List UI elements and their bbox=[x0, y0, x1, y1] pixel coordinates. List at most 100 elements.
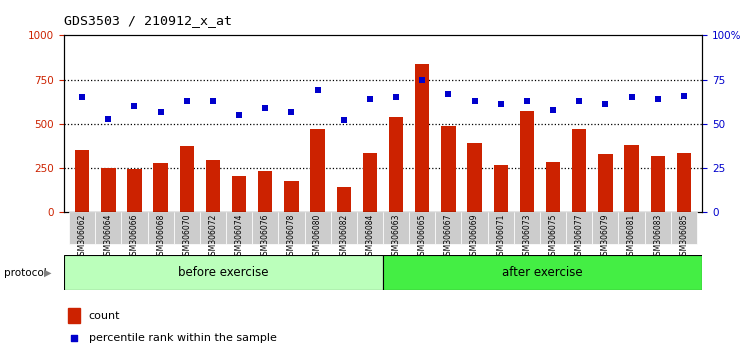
Bar bbox=[677, 153, 691, 212]
FancyBboxPatch shape bbox=[436, 212, 462, 244]
Bar bbox=[493, 165, 508, 212]
Bar bbox=[520, 110, 534, 212]
FancyBboxPatch shape bbox=[409, 212, 436, 244]
Point bbox=[207, 98, 219, 104]
Point bbox=[678, 93, 690, 98]
Text: GSM306079: GSM306079 bbox=[601, 214, 610, 261]
FancyBboxPatch shape bbox=[122, 212, 147, 244]
FancyBboxPatch shape bbox=[304, 212, 330, 244]
Text: ▶: ▶ bbox=[44, 268, 51, 278]
Bar bbox=[336, 187, 351, 212]
FancyBboxPatch shape bbox=[279, 212, 304, 244]
Point bbox=[338, 118, 350, 123]
Point bbox=[312, 87, 324, 93]
FancyBboxPatch shape bbox=[252, 212, 279, 244]
FancyBboxPatch shape bbox=[226, 212, 252, 244]
Text: GSM306071: GSM306071 bbox=[496, 214, 505, 261]
Text: before exercise: before exercise bbox=[178, 266, 269, 279]
Bar bbox=[179, 146, 194, 212]
Text: GSM306073: GSM306073 bbox=[523, 214, 532, 261]
Text: GSM306069: GSM306069 bbox=[470, 214, 479, 261]
Text: GSM306080: GSM306080 bbox=[313, 214, 322, 261]
Bar bbox=[363, 153, 377, 212]
Point bbox=[364, 96, 376, 102]
Text: GSM306074: GSM306074 bbox=[234, 214, 243, 261]
Text: GSM306085: GSM306085 bbox=[680, 214, 689, 261]
Text: GSM306081: GSM306081 bbox=[627, 214, 636, 260]
Text: GDS3503 / 210912_x_at: GDS3503 / 210912_x_at bbox=[64, 14, 232, 27]
Bar bbox=[101, 168, 116, 212]
FancyBboxPatch shape bbox=[95, 212, 122, 244]
Point bbox=[102, 116, 114, 121]
Point bbox=[155, 109, 167, 114]
Point bbox=[181, 98, 193, 104]
Text: GSM306078: GSM306078 bbox=[287, 214, 296, 261]
FancyBboxPatch shape bbox=[383, 255, 702, 290]
FancyBboxPatch shape bbox=[147, 212, 173, 244]
FancyBboxPatch shape bbox=[200, 212, 226, 244]
Bar bbox=[75, 150, 89, 212]
Bar bbox=[624, 145, 639, 212]
Text: GSM306072: GSM306072 bbox=[209, 214, 218, 261]
Point bbox=[521, 98, 533, 104]
Text: GSM306083: GSM306083 bbox=[653, 214, 662, 261]
Text: GSM306076: GSM306076 bbox=[261, 214, 270, 261]
Bar bbox=[389, 117, 403, 212]
Bar bbox=[153, 164, 167, 212]
FancyBboxPatch shape bbox=[330, 212, 357, 244]
Point bbox=[390, 95, 402, 100]
Text: percentile rank within the sample: percentile rank within the sample bbox=[89, 333, 276, 343]
Point bbox=[233, 112, 245, 118]
FancyBboxPatch shape bbox=[462, 212, 487, 244]
Bar bbox=[232, 176, 246, 212]
FancyBboxPatch shape bbox=[69, 212, 95, 244]
Point bbox=[599, 102, 611, 107]
Point bbox=[76, 95, 88, 100]
Point bbox=[68, 335, 80, 341]
FancyBboxPatch shape bbox=[514, 212, 540, 244]
Bar bbox=[415, 64, 430, 212]
Bar bbox=[258, 171, 273, 212]
Text: GSM306068: GSM306068 bbox=[156, 214, 165, 261]
Bar bbox=[310, 129, 324, 212]
Point bbox=[442, 91, 454, 97]
Bar bbox=[467, 143, 482, 212]
FancyBboxPatch shape bbox=[357, 212, 383, 244]
FancyBboxPatch shape bbox=[644, 212, 671, 244]
FancyBboxPatch shape bbox=[383, 212, 409, 244]
Text: GSM306084: GSM306084 bbox=[366, 214, 375, 261]
Text: GSM306070: GSM306070 bbox=[182, 214, 192, 261]
Bar bbox=[599, 154, 613, 212]
FancyBboxPatch shape bbox=[173, 212, 200, 244]
Text: GSM306075: GSM306075 bbox=[548, 214, 557, 261]
Bar bbox=[442, 126, 456, 212]
FancyBboxPatch shape bbox=[64, 255, 383, 290]
Point bbox=[469, 98, 481, 104]
Text: count: count bbox=[89, 310, 120, 321]
FancyBboxPatch shape bbox=[566, 212, 593, 244]
Text: GSM306064: GSM306064 bbox=[104, 214, 113, 261]
FancyBboxPatch shape bbox=[619, 212, 644, 244]
Text: GSM306077: GSM306077 bbox=[575, 214, 584, 261]
Point bbox=[416, 77, 428, 82]
FancyBboxPatch shape bbox=[540, 212, 566, 244]
Text: GSM306082: GSM306082 bbox=[339, 214, 348, 260]
Point bbox=[259, 105, 271, 111]
Point bbox=[652, 96, 664, 102]
FancyBboxPatch shape bbox=[671, 212, 697, 244]
Point bbox=[285, 109, 297, 114]
Text: GSM306065: GSM306065 bbox=[418, 214, 427, 261]
Bar bbox=[650, 156, 665, 212]
FancyBboxPatch shape bbox=[593, 212, 619, 244]
Text: after exercise: after exercise bbox=[502, 266, 583, 279]
FancyBboxPatch shape bbox=[487, 212, 514, 244]
Point bbox=[128, 103, 140, 109]
Text: GSM306063: GSM306063 bbox=[391, 214, 400, 261]
Bar bbox=[206, 160, 220, 212]
Bar bbox=[127, 169, 142, 212]
Bar bbox=[572, 129, 587, 212]
Bar bbox=[546, 162, 560, 212]
Point bbox=[547, 107, 559, 113]
Text: protocol: protocol bbox=[4, 268, 47, 278]
Text: GSM306066: GSM306066 bbox=[130, 214, 139, 261]
